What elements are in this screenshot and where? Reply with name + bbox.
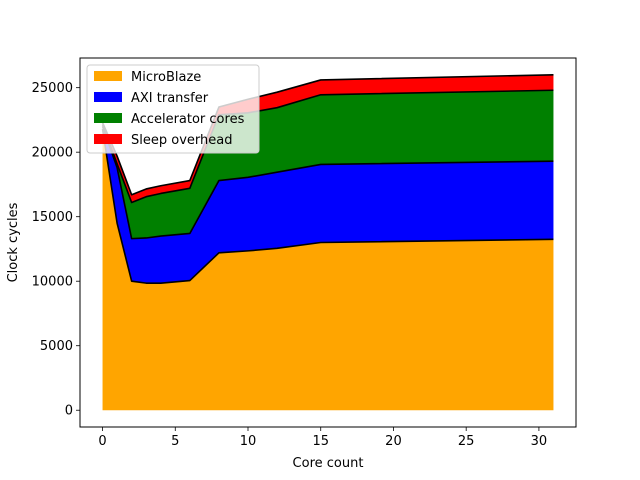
outline-sleep-overhead (101, 73, 554, 196)
legend-swatch-microblaze (94, 71, 122, 81)
y-tick-label: 10000 (32, 275, 73, 290)
outline-microblaze (101, 128, 554, 284)
x-axis-ticks: 0 5 10 15 20 25 30 (98, 427, 547, 449)
x-tick-label: 20 (385, 434, 402, 449)
x-tick-label: 10 (240, 434, 257, 449)
legend-label-axi-transfer: AXI transfer (131, 91, 209, 106)
legend: MicroBlaze AXI transfer Accelerator cores S… (86, 64, 260, 154)
outline-accelerator-cores (101, 89, 554, 204)
legend-label-sleep-overhead: Sleep overhead (131, 133, 232, 148)
area-microblaze (102, 128, 554, 411)
axes-frame (79, 57, 577, 428)
legend-box (86, 64, 260, 154)
legend-swatch-accelerator-cores (94, 113, 122, 123)
y-tick-label: 25000 (32, 81, 73, 96)
area-axi-transfer (102, 126, 554, 284)
outline-axi-transfer (101, 126, 554, 240)
y-axis-label: Clock cycles (6, 202, 21, 282)
legend-label-accelerator-cores: Accelerator cores (131, 112, 245, 127)
series-outlines-group (101, 73, 554, 284)
x-tick-label: 5 (171, 434, 179, 449)
x-tick-label: 30 (531, 434, 548, 449)
x-tick-label: 15 (312, 434, 329, 449)
x-tick-label: 25 (458, 434, 475, 449)
legend-swatch-sleep-overhead (94, 134, 122, 144)
legend-swatch-axi-transfer (94, 92, 122, 102)
legend-items: MicroBlaze AXI transfer Accelerator cores S… (94, 70, 245, 148)
x-axis-label: Core count (293, 456, 364, 471)
y-tick-label: 20000 (32, 146, 73, 161)
y-tick-label: 15000 (32, 210, 73, 225)
y-axis-ticks: 0 5000 10000 15000 20000 25000 (32, 81, 80, 419)
area-sleep-overhead (102, 74, 554, 203)
y-tick-label: 0 (65, 404, 73, 419)
legend-label-microblaze: MicroBlaze (131, 70, 201, 85)
y-tick-label: 5000 (40, 339, 73, 354)
x-tick-label: 0 (98, 434, 106, 449)
